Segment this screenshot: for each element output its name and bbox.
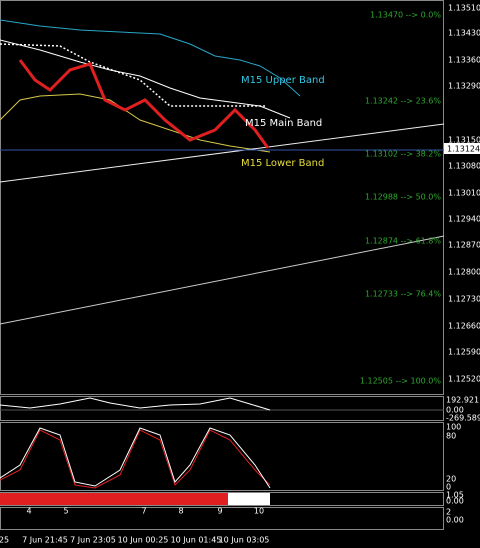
price-tick-label: 1.13290 [448, 82, 480, 91]
price-lines [0, 19, 445, 325]
indicator-axes: 192.9210.00-269.5897100802001.050.0020.0… [0, 396, 480, 545]
price-tick-label: 1.12520 [448, 375, 480, 384]
day-label: 4 [26, 507, 31, 516]
time-label: 10 Jun 01:45 [171, 536, 222, 545]
price-tick-label: 1.13150 [448, 136, 480, 145]
price-tick-label: 1.12870 [448, 241, 480, 250]
panel-frames [0, 0, 444, 530]
fib-level-label: 1.12988 --> 50.0% [365, 193, 441, 202]
cci-axis-label: -269.5897 [446, 414, 480, 423]
cci-axis-label: 192.921 [446, 396, 479, 405]
bar-red [0, 493, 228, 505]
price-tick-label: 1.13080 [448, 162, 480, 171]
stoch-axis-label: 100 [446, 423, 461, 432]
price-tick-label: 1.12730 [448, 295, 480, 304]
lower-axis-label: 0.00 [446, 516, 464, 525]
fib-level-label: 1.13102 --> 38.2% [365, 150, 441, 159]
stoch-axis-label: 0 [446, 483, 451, 492]
day-label: 8 [178, 507, 183, 516]
price-tick-label: 1.13010 [448, 189, 480, 198]
bar-white [228, 493, 270, 505]
price-axis: 1.13510 1.13430 1.13360 1.13290 1.13150 1.130… [448, 4, 480, 384]
price-tick-label: 1.12590 [448, 348, 480, 357]
stoch-main [0, 427, 271, 489]
bar-axis-label: 1.05 [446, 491, 464, 500]
time-label: 7 Jun 23:05 [70, 536, 116, 545]
fib-level-label: 1.12733 --> 76.4% [365, 290, 441, 299]
fib-level-label: 1.13470 --> 0.0% [370, 11, 441, 20]
price-tick-label: 1.12800 [448, 268, 480, 277]
day-label: 9 [217, 507, 222, 516]
cci-axis-label: 0.00 [446, 406, 464, 415]
lower-band-label: M15 Lower Band [241, 158, 324, 169]
lower-axis-label: 2 [446, 508, 451, 517]
time-label: 7 Jun 21:45 [22, 536, 68, 545]
time-label: 10 Jun 03:05 [219, 536, 270, 545]
bar-axis-label: 0.00 [446, 497, 464, 506]
price-tick-label: 1.13430 [448, 29, 480, 38]
stoch-signal [0, 429, 271, 489]
cci-line [0, 397, 271, 411]
time-label: 25 [0, 536, 9, 545]
day-label: 7 [141, 507, 146, 516]
fib-level-label: 1.13242 --> 23.6% [365, 97, 441, 106]
day-label: 10 [254, 507, 264, 516]
upper-band-label: M15 Upper Band [241, 75, 325, 86]
fib-level-label: 1.12874 --> 61.8% [365, 237, 441, 246]
price-tick-label: 1.13360 [448, 56, 480, 65]
price-tick-label: 1.13510 [448, 4, 480, 13]
time-label: 10 Jun 00:25 [118, 536, 169, 545]
price-tick-label: 1.12940 [448, 215, 480, 224]
fib-level-label: 1.12505 --> 100.0% [360, 377, 442, 386]
fib-levels: 1.13470 --> 0.0% 1.13242 --> 23.6% 1.13102… [360, 11, 442, 386]
price-tick-label: 1.12660 [448, 322, 480, 331]
day-label: 5 [63, 507, 68, 516]
main-band-label: M15 Main Band [245, 118, 322, 129]
stoch-axis-label: 80 [446, 432, 456, 441]
stoch-axis-label: 20 [446, 475, 456, 484]
current-price: 1.13124 [447, 145, 480, 154]
current-price-box [444, 143, 480, 154]
